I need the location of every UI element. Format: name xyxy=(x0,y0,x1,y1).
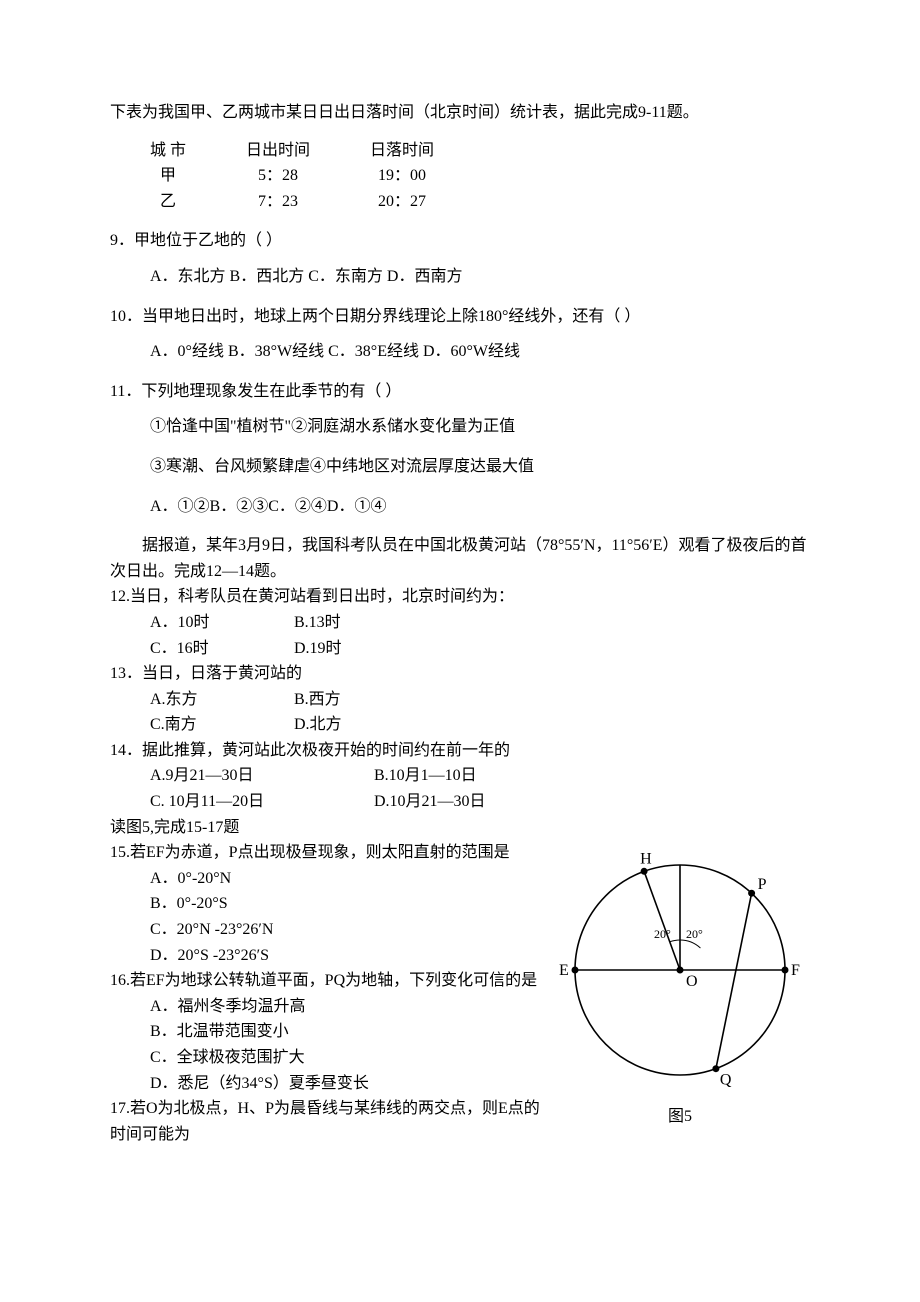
q14-optA: A.9月21—30日 xyxy=(150,763,370,789)
q12-optC: C．16时 xyxy=(150,636,290,662)
q15-optA: A．0°-20°N xyxy=(150,866,540,892)
intro-text: 下表为我国甲、乙两城市某日日出日落时间（北京时间）统计表，据此完成9-11题。 xyxy=(110,100,810,126)
q10-stem: 10．当甲地日出时，地球上两个日期分界线理论上除180°经线外，还有（ ） xyxy=(110,304,810,330)
table-row: 甲 5：28 19：00 xyxy=(150,163,494,189)
table-header: 日落时间 xyxy=(370,138,494,164)
q11-line1: ①恰逢中国"植树节"②洞庭湖水系储水变化量为正值 xyxy=(150,414,810,440)
q17-stem: 17.若O为北极点，H、P为晨昏线与某纬线的两交点，则E点的时间可能为 xyxy=(110,1096,540,1147)
passage-15-17: 读图5,完成15-17题 xyxy=(110,815,810,841)
q10-options: A．0°经线 B．38°W经线 C．38°E经线 D．60°W经线 xyxy=(150,339,810,365)
q12-optB: B.13时 xyxy=(294,614,341,631)
q15-optD: D．20°S -23°26′S xyxy=(150,943,540,969)
q16-optB: B．北温带范围变小 xyxy=(150,1019,540,1045)
q14-optD: D.10月21—30日 xyxy=(374,793,486,810)
table-cell: 19：00 xyxy=(370,163,494,189)
q12-options-row1: A．10时 B.13时 xyxy=(150,610,810,636)
q14-options-row2: C. 10月11—20日 D.10月21—30日 xyxy=(150,789,810,815)
svg-text:F: F xyxy=(791,962,800,979)
q16-stem: 16.若EF为地球公转轨道平面，PQ为地轴，下列变化可信的是 xyxy=(110,968,540,994)
svg-text:P: P xyxy=(758,876,767,893)
q14-optB: B.10月1—10日 xyxy=(374,767,477,784)
passage-12-14: 据报道，某年3月9日，我国科考队员在中国北极黄河站（78°55′N，11°56′… xyxy=(110,533,810,584)
svg-text:20°: 20° xyxy=(654,927,671,941)
q13-optA: A.东方 xyxy=(150,687,290,713)
q12-stem: 12.当日，科考队员在黄河站看到日出时，北京时间约为： xyxy=(110,584,810,610)
q13-options-row2: C.南方 D.北方 xyxy=(150,712,810,738)
q11-stem: 11．下列地理现象发生在此季节的有（ ） xyxy=(110,379,810,405)
table-header-row: 城 市 日出时间 日落时间 xyxy=(150,138,494,164)
q13-optD: D.北方 xyxy=(294,716,342,733)
table-cell: 20：27 xyxy=(370,189,494,215)
q12-optD: D.19时 xyxy=(294,640,342,657)
svg-text:Q: Q xyxy=(720,1072,732,1089)
q15-stem: 15.若EF为赤道，P点出现极昼现象，则太阳直射的范围是 xyxy=(110,840,540,866)
q13-stem: 13．当日，日落于黄河站的 xyxy=(110,661,810,687)
table-cell: 5：28 xyxy=(246,163,370,189)
q12-options-row2: C．16时 D.19时 xyxy=(150,636,810,662)
table-header: 日出时间 xyxy=(246,138,370,164)
svg-text:20°: 20° xyxy=(686,927,703,941)
q14-stem: 14．据此推算，黄河站此次极夜开始的时间约在前一年的 xyxy=(110,738,810,764)
q12-optA: A．10时 xyxy=(150,610,290,636)
table-header: 城 市 xyxy=(150,138,246,164)
q14-optC: C. 10月11—20日 xyxy=(150,789,370,815)
q9-options: A．东北方 B．西北方 C．东南方 D．西南方 xyxy=(150,264,810,290)
q13-options-row1: A.东方 B.西方 xyxy=(150,687,810,713)
q14-options-row1: A.9月21—30日 B.10月1—10日 xyxy=(150,763,810,789)
q13-optC: C.南方 xyxy=(150,712,290,738)
svg-text:O: O xyxy=(686,973,698,990)
figure-5-caption: 图5 xyxy=(550,1104,810,1130)
q9-stem: 9．甲地位于乙地的（ ） xyxy=(110,228,810,254)
svg-text:H: H xyxy=(640,851,652,868)
table-cell: 乙 xyxy=(150,189,246,215)
q16-optD: D．悉尼（约34°S）夏季昼变长 xyxy=(150,1071,540,1097)
table-row: 乙 7：23 20：27 xyxy=(150,189,494,215)
q13-optB: B.西方 xyxy=(294,691,341,708)
table-cell: 7：23 xyxy=(246,189,370,215)
figure-5-diagram: H P E F O Q 20° 20° xyxy=(550,840,810,1100)
q11-line2: ③寒潮、台风频繁肆虐④中纬地区对流层厚度达最大值 xyxy=(150,454,810,480)
svg-text:E: E xyxy=(559,962,569,979)
q16-optA: A．福州冬季均温升高 xyxy=(150,994,540,1020)
q16-optC: C．全球极夜范围扩大 xyxy=(150,1045,540,1071)
q11-options: A．①②B．②③C．②④D．①④ xyxy=(150,494,810,520)
table-cell: 甲 xyxy=(150,163,246,189)
q15-optB: B．0°-20°S xyxy=(150,891,540,917)
q15-optC: C．20°N -23°26′N xyxy=(150,917,540,943)
sunrise-sunset-table: 城 市 日出时间 日落时间 甲 5：28 19：00 乙 7：23 20：27 xyxy=(150,138,494,215)
